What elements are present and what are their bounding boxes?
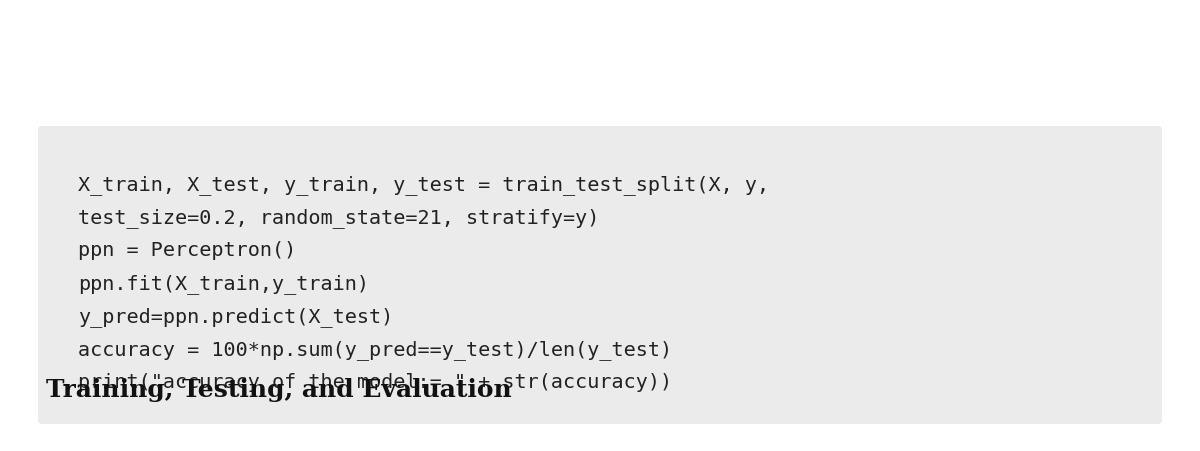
Text: print("accuracy of the model:= " + str(accuracy)): print("accuracy of the model:= " + str(a… xyxy=(78,373,672,392)
FancyBboxPatch shape xyxy=(38,126,1162,424)
Text: Training, Testing, and Evaluation: Training, Testing, and Evaluation xyxy=(46,378,511,402)
Text: ppn.fit(X_train,y_train): ppn.fit(X_train,y_train) xyxy=(78,274,370,294)
Text: y_pred=ppn.predict(X_test): y_pred=ppn.predict(X_test) xyxy=(78,307,394,327)
Text: test_size=0.2, random_state=21, stratify=y): test_size=0.2, random_state=21, stratify… xyxy=(78,208,599,228)
Text: ppn = Perceptron(): ppn = Perceptron() xyxy=(78,241,296,260)
Text: accuracy = 100*np.sum(y_pred==y_test)/len(y_test): accuracy = 100*np.sum(y_pred==y_test)/le… xyxy=(78,340,672,360)
Text: X_train, X_test, y_train, y_test = train_test_split(X, y,: X_train, X_test, y_train, y_test = train… xyxy=(78,175,769,195)
